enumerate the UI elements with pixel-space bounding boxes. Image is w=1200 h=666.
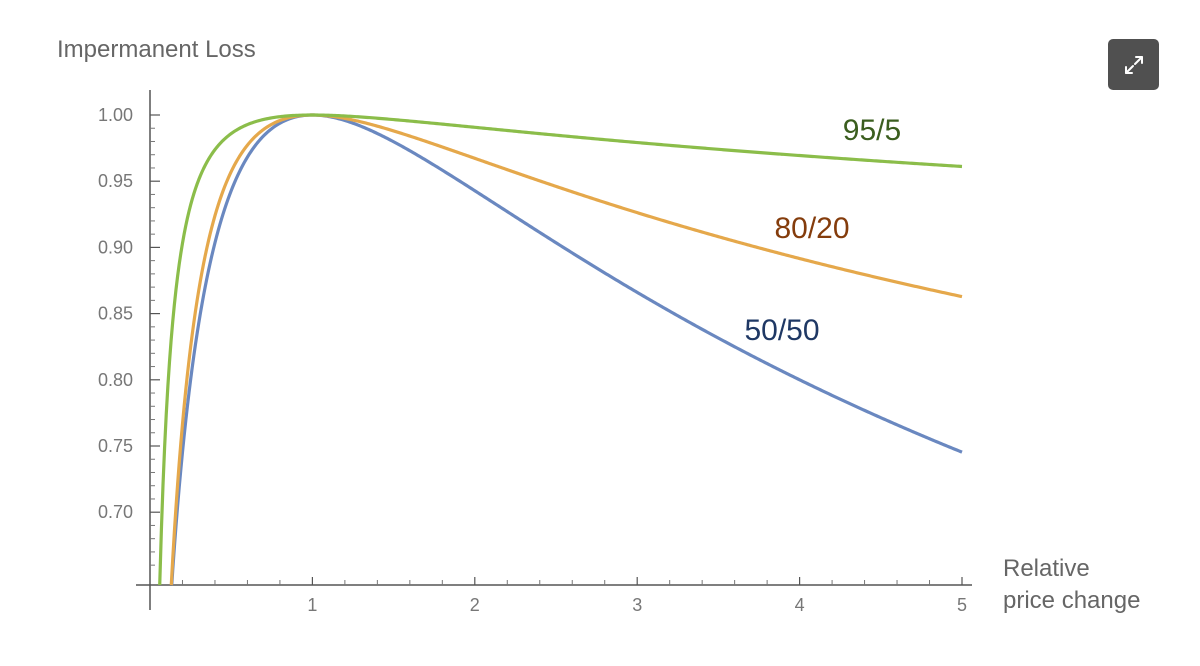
- expand-button[interactable]: [1108, 39, 1159, 90]
- x-tick-label: 5: [957, 595, 967, 615]
- series-lines: [158, 113, 963, 587]
- series-labels: 50/50 80/20 95/5: [744, 114, 901, 347]
- x-axis-title: Relative price change: [1003, 553, 1140, 617]
- x-tick-label: 2: [470, 595, 480, 615]
- y-tick-label: 0.75: [98, 436, 133, 456]
- series-label-95-5: 95/5: [843, 114, 901, 147]
- x-tick-label: 4: [795, 595, 805, 615]
- y-tick-label: 0.95: [98, 171, 133, 191]
- series-line-80-20: [169, 113, 963, 586]
- expand-arrows-icon: [1124, 55, 1143, 74]
- x-axis-title-line-2: price change: [1003, 587, 1141, 614]
- x-tick-label: 3: [632, 595, 642, 615]
- series-line-95-5: [158, 113, 963, 587]
- series-line-50-50: [170, 113, 963, 586]
- x-tick-label: 1: [307, 595, 317, 615]
- y-tick-label: 0.85: [98, 304, 133, 324]
- y-axis-title: Impermanent Loss: [57, 36, 256, 63]
- x-axis-title-line-1: Relative: [1003, 555, 1090, 582]
- axes: 1.00 0.95 0.90 0.85 0.80 0.75 0.70 1 2 3 4 5: [98, 90, 972, 615]
- y-tick-label: 0.90: [98, 237, 133, 257]
- y-tick-label: 0.70: [98, 502, 133, 522]
- series-label-80-20: 80/20: [774, 212, 849, 245]
- y-tick-label: 1.00: [98, 105, 133, 125]
- y-tick-label: 0.80: [98, 370, 133, 390]
- series-label-50-50: 50/50: [744, 314, 819, 347]
